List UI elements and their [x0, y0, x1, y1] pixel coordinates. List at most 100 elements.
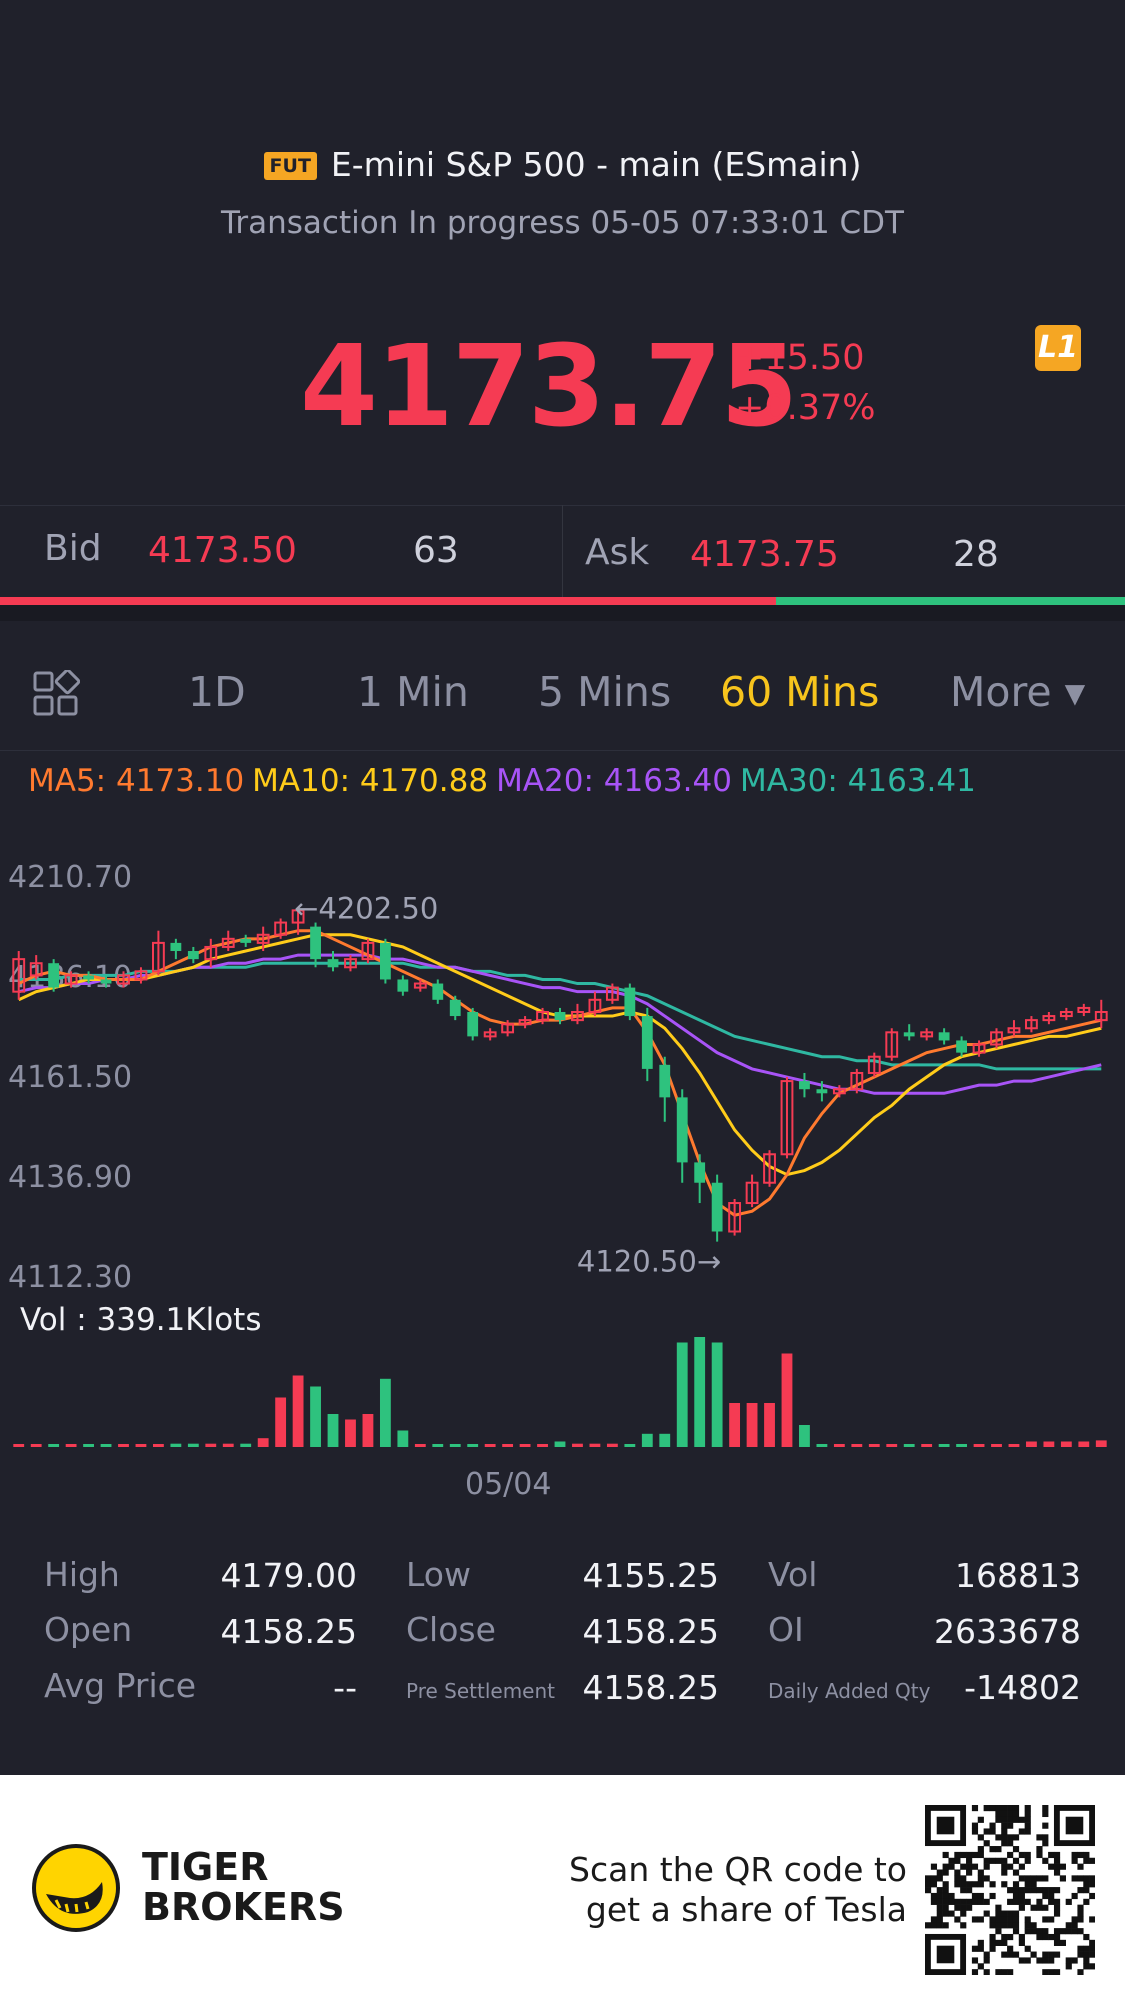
ma20-line — [18, 953, 1102, 1095]
candle-body — [711, 1182, 723, 1232]
layout-grid-icon[interactable] — [32, 670, 80, 718]
volume-bar — [1095, 1440, 1107, 1447]
candle-body — [187, 951, 199, 960]
tab-1d[interactable]: 1D — [188, 668, 246, 716]
candle-body — [763, 1153, 776, 1184]
candle-body — [413, 982, 427, 989]
ask-size: 28 — [953, 534, 999, 575]
candle-body — [12, 958, 26, 993]
volume-bar — [711, 1342, 723, 1447]
high-price-marker: ←4202.50 — [294, 891, 438, 925]
brand-name-line1: TIGER — [142, 1845, 269, 1889]
futures-badge: FUT — [263, 152, 317, 180]
ask-price: 4173.75 — [690, 534, 839, 575]
volume-bar — [310, 1386, 321, 1447]
volume-bar — [938, 1444, 950, 1447]
candle-body — [799, 1081, 810, 1090]
volume-bar — [606, 1443, 618, 1447]
candle-body — [83, 975, 94, 980]
volume-bar — [973, 1444, 985, 1447]
volume-bar — [833, 1444, 845, 1447]
y-tick-label: 4136.90 — [8, 1160, 132, 1195]
volume-bar — [65, 1444, 77, 1447]
candle-body — [972, 1043, 986, 1054]
volume-bar — [694, 1337, 706, 1447]
candle-body — [745, 1181, 759, 1205]
candle-body — [170, 942, 182, 952]
volume-bar — [13, 1444, 25, 1447]
volume-bar — [519, 1444, 531, 1447]
volume-bar — [222, 1443, 234, 1447]
tab-60-mins[interactable]: 60 Mins — [720, 668, 880, 716]
brand-name-line2: BROKERS — [142, 1885, 345, 1929]
volume-bar — [118, 1444, 129, 1447]
level1-badge-icon[interactable]: L1 — [1035, 325, 1081, 371]
bid-size: 63 — [413, 530, 459, 571]
candle-body — [536, 1010, 549, 1022]
volume-bar — [100, 1444, 112, 1447]
volume-bar — [1026, 1441, 1037, 1447]
ma30-value: MA30: 4163.41 — [739, 763, 976, 799]
qr-code[interactable] — [925, 1805, 1095, 1975]
instrument-name: E-mini S&P 500 - main (ESmain) — [330, 145, 862, 184]
bid-ask-divider — [562, 505, 563, 597]
volume-bar — [903, 1444, 915, 1447]
pre-settlement-value: 4158.25 — [582, 1668, 719, 1707]
candle-body — [432, 983, 444, 1000]
candle-body — [903, 1032, 915, 1037]
candle-body — [1042, 1015, 1056, 1022]
candle-body — [641, 1016, 653, 1069]
close-label: Close — [406, 1610, 496, 1649]
candle-body — [694, 1162, 706, 1183]
daily-added-qty-label: Daily Added Qty — [768, 1679, 931, 1703]
bid-ask-panel: Bid 4173.50 63 Ask 4173.75 28 — [0, 505, 1125, 598]
candle-body — [152, 941, 165, 973]
candlestick-chart[interactable]: 4210.704186.104161.504136.904112.30←4202… — [0, 835, 1125, 1465]
ma5-value: MA5: 4173.10 — [28, 763, 245, 799]
volume-bar — [1043, 1441, 1055, 1447]
volume-bar — [345, 1419, 356, 1447]
volume-bar — [467, 1444, 479, 1447]
volume-bar — [991, 1444, 1002, 1447]
volume-bar — [30, 1444, 42, 1447]
candle-body — [1059, 1010, 1073, 1018]
ask-ratio-bar — [776, 597, 1125, 605]
y-tick-label: 4210.70 — [8, 860, 132, 895]
volume-bar — [764, 1403, 775, 1447]
candle-body — [397, 979, 409, 992]
candle-body — [605, 986, 619, 1001]
avg-price-value: -- — [333, 1668, 357, 1707]
high-value: 4179.00 — [220, 1556, 357, 1595]
candle-body — [467, 1011, 479, 1037]
candle-body — [501, 1023, 515, 1034]
ma10-line — [18, 933, 1102, 1177]
candle-body — [816, 1089, 828, 1094]
trading-status: Transaction In progress 05-05 07:33:01 C… — [221, 205, 904, 241]
y-tick-label: 4112.30 — [8, 1260, 132, 1295]
candle-body — [1007, 1027, 1021, 1034]
candle-body — [344, 958, 357, 969]
candle-body — [624, 987, 636, 1017]
volume-bar — [502, 1444, 514, 1447]
candle-body — [832, 1088, 846, 1095]
volume-bar — [135, 1444, 147, 1447]
tab-more[interactable]: More ▾ — [950, 668, 1086, 716]
candle-body — [571, 1010, 584, 1022]
volume-bar — [589, 1443, 601, 1447]
tab-1-min[interactable]: 1 Min — [357, 668, 469, 716]
instrument-title: FUT E-mini S&P 500 - main (ESmain) — [0, 145, 1125, 184]
promo-text-line2: get a share of Tesla — [585, 1890, 907, 1929]
candle-body — [134, 970, 148, 981]
low-value: 4155.25 — [582, 1556, 719, 1595]
candle-body — [310, 926, 321, 960]
candle-body — [221, 937, 235, 948]
volume-bar — [414, 1444, 426, 1447]
candle-body — [204, 945, 218, 961]
volume-bar — [676, 1342, 688, 1447]
volume-bar — [729, 1403, 741, 1447]
candle-body — [1025, 1019, 1038, 1030]
candle-body — [938, 1032, 950, 1041]
candle-body — [379, 942, 391, 980]
tab-5-mins[interactable]: 5 Mins — [538, 668, 672, 716]
volume-bar — [397, 1430, 409, 1447]
